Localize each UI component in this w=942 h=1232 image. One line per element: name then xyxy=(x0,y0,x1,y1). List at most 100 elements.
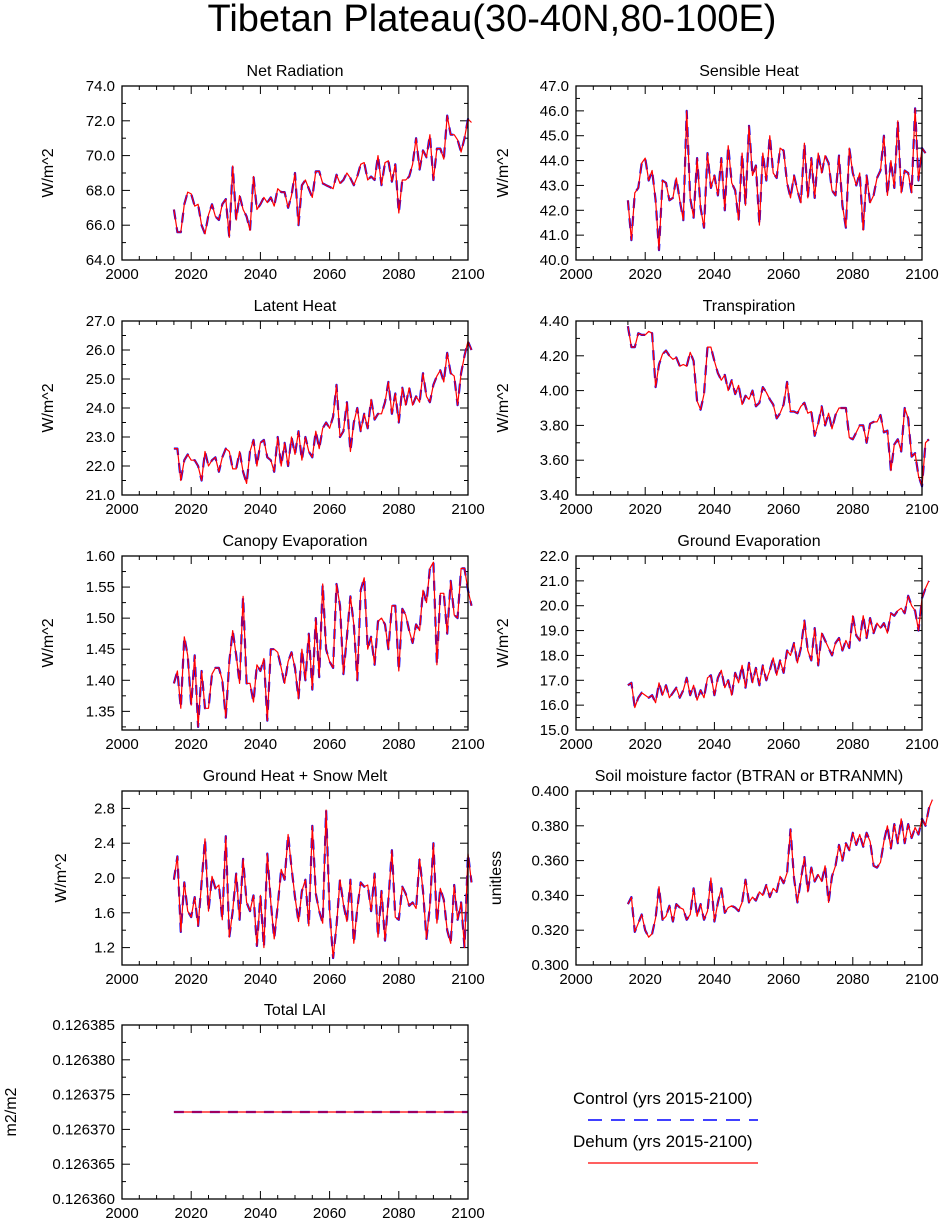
x-tick-label: 2020 xyxy=(175,501,208,518)
panel-title: Ground Heat + Snow Melt xyxy=(203,768,388,785)
y-tick-label: 4.00 xyxy=(540,383,569,400)
x-tick-label: 2100 xyxy=(905,971,938,988)
plot-frame xyxy=(121,555,469,731)
y-axis-label: W/m^2 xyxy=(495,618,512,667)
y-tick-label: 0.400 xyxy=(531,783,569,800)
panel-title: Net Radiation xyxy=(247,63,344,80)
panel-title: Ground Evaporation xyxy=(677,533,820,550)
x-tick-label: 2100 xyxy=(451,971,484,988)
x-tick-label: 2020 xyxy=(175,266,208,283)
x-tick-label: 2000 xyxy=(105,971,138,988)
series-line-dehum xyxy=(627,799,933,938)
panel-ground-evaporation: Ground Evaporation W/m^2 2000 2020 2040 2060 2… xyxy=(495,533,939,753)
x-tick-label: 2080 xyxy=(382,266,415,283)
y-tick-label: 70.0 xyxy=(86,148,115,165)
y-tick-label: 22.0 xyxy=(540,548,569,565)
y-axis-label: W/m^2 xyxy=(40,383,57,432)
x-tick-label: 2000 xyxy=(559,501,592,518)
series-line-control xyxy=(173,340,473,485)
plot-frame xyxy=(121,85,469,261)
y-tick-label: 64.0 xyxy=(86,252,115,269)
panel-canopy-evaporation: Canopy Evaporation W/m^2 2000 2020 2040 2060 2… xyxy=(40,533,485,753)
y-tick-label: 74.0 xyxy=(86,78,115,95)
y-tick-label: 24.0 xyxy=(86,400,115,417)
y-tick-label: 1.60 xyxy=(86,548,115,565)
series-line-dehum xyxy=(173,809,473,959)
y-tick-label: 1.45 xyxy=(86,641,115,658)
legend-label-dehum: Dehum (yrs 2015-2100) xyxy=(573,1132,753,1151)
y-tick-label: 1.2 xyxy=(94,940,115,957)
series-line-dehum xyxy=(173,114,472,238)
x-tick-label: 2100 xyxy=(905,501,938,518)
x-tick-label: 2060 xyxy=(313,501,346,518)
y-tick-label: 0.126360 xyxy=(52,1191,115,1208)
plot-frame xyxy=(121,320,469,496)
y-tick-label: 15.0 xyxy=(540,722,569,739)
y-tick-label: 17.0 xyxy=(540,672,569,689)
y-tick-label: 45.0 xyxy=(540,128,569,145)
y-tick-label: 26.0 xyxy=(86,342,115,359)
x-tick-label: 2020 xyxy=(175,971,208,988)
y-tick-label: 3.40 xyxy=(540,487,569,504)
x-tick-label: 2000 xyxy=(559,266,592,283)
y-tick-label: 3.80 xyxy=(540,417,569,434)
series-line-dehum xyxy=(173,340,473,484)
x-tick-label: 2040 xyxy=(698,971,731,988)
legend: Control (yrs 2015-2100) Dehum (yrs 2015-… xyxy=(573,1089,758,1164)
y-tick-label: 22.0 xyxy=(86,458,115,475)
x-tick-label: 2080 xyxy=(382,736,415,753)
x-tick-label: 2020 xyxy=(629,736,662,753)
y-tick-label: 21.0 xyxy=(540,573,569,590)
x-tick-label: 2000 xyxy=(105,266,138,283)
y-axis-label: unitless xyxy=(488,851,505,905)
x-tick-label: 2060 xyxy=(313,266,346,283)
x-tick-label: 2080 xyxy=(836,971,869,988)
panel-title: Total LAI xyxy=(264,1002,326,1019)
x-tick-label: 2020 xyxy=(175,1205,208,1222)
x-tick-label: 2020 xyxy=(629,971,662,988)
y-tick-label: 2.8 xyxy=(94,800,115,817)
series-line-control xyxy=(627,580,930,709)
panel-net-radiation: Net Radiation W/m^2 2000 2020 2040 2060 2080 21… xyxy=(40,63,485,283)
y-tick-label: 0.126370 xyxy=(52,1121,115,1138)
x-tick-label: 2080 xyxy=(836,266,869,283)
x-tick-label: 2020 xyxy=(175,736,208,753)
y-tick-label: 1.6 xyxy=(94,905,115,922)
y-tick-label: 0.126365 xyxy=(52,1156,115,1173)
y-tick-label: 47.0 xyxy=(540,78,569,95)
x-tick-label: 2000 xyxy=(559,971,592,988)
series-line-control xyxy=(626,107,927,252)
x-tick-label: 2040 xyxy=(244,736,277,753)
y-tick-label: 40.0 xyxy=(540,252,569,269)
y-tick-label: 18.0 xyxy=(540,647,569,664)
x-tick-label: 2040 xyxy=(244,1205,277,1222)
x-tick-label: 2000 xyxy=(105,1205,138,1222)
x-tick-label: 2060 xyxy=(767,501,800,518)
panel-ground-heat-snow-melt: Ground Heat + Snow Melt W/m^2 2000 2020 2040… xyxy=(53,768,485,988)
y-tick-label: 44.0 xyxy=(540,153,569,170)
x-tick-label: 2020 xyxy=(629,501,662,518)
y-tick-label: 0.340 xyxy=(531,887,569,904)
y-axis-label: W/m^2 xyxy=(40,618,57,667)
y-tick-label: 46.0 xyxy=(540,103,569,120)
y-tick-label: 0.300 xyxy=(531,957,569,974)
x-tick-label: 2040 xyxy=(698,266,731,283)
y-tick-label: 72.0 xyxy=(86,113,115,130)
y-tick-label: 0.126375 xyxy=(52,1087,115,1104)
plot-frame xyxy=(575,790,923,966)
panel-title: Sensible Heat xyxy=(699,63,799,80)
x-tick-label: 2000 xyxy=(559,736,592,753)
page-title: Tibetan Plateau(30-40N,80-100E) xyxy=(208,0,777,40)
panel-title: Canopy Evaporation xyxy=(223,533,368,550)
y-axis-label: W/m^2 xyxy=(53,853,70,902)
x-tick-label: 2100 xyxy=(905,736,938,753)
y-tick-label: 41.0 xyxy=(540,227,569,244)
x-tick-label: 2080 xyxy=(382,1205,415,1222)
y-tick-label: 23.0 xyxy=(86,429,115,446)
plot-frame xyxy=(575,320,923,496)
y-tick-label: 16.0 xyxy=(540,697,569,714)
x-tick-label: 2080 xyxy=(382,971,415,988)
y-tick-label: 27.0 xyxy=(86,313,115,330)
y-tick-label: 4.40 xyxy=(540,313,569,330)
y-axis-label: W/m^2 xyxy=(40,148,57,197)
